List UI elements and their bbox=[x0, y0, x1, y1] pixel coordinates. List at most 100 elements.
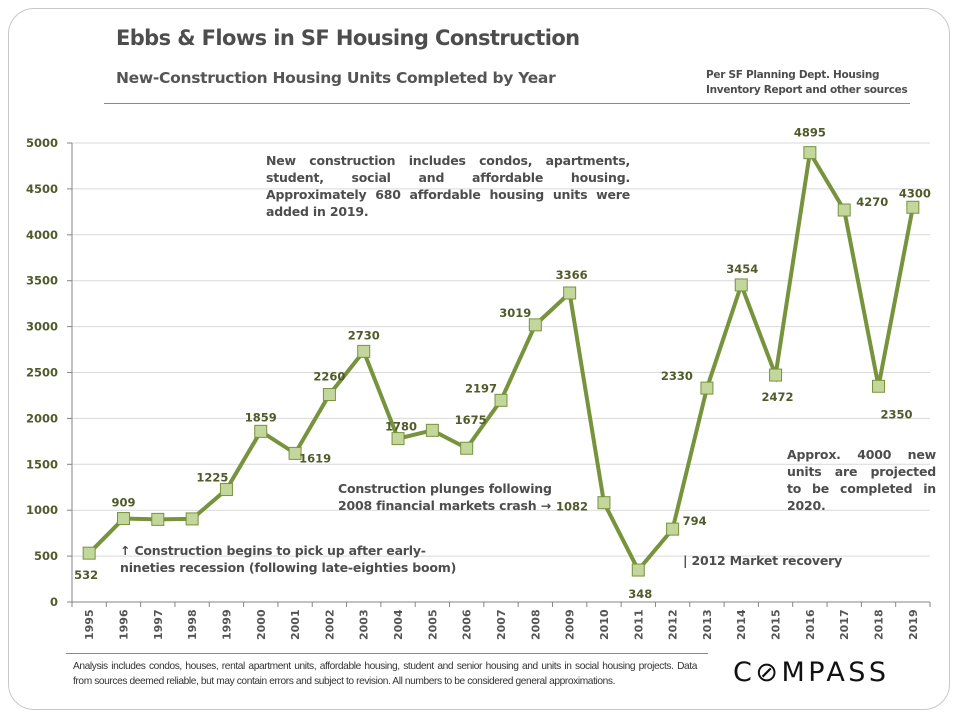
data-point-marker bbox=[288, 446, 302, 460]
data-point-marker bbox=[254, 424, 268, 438]
x-tick-label: 2000 bbox=[255, 609, 268, 640]
data-label: 1859 bbox=[245, 410, 277, 424]
y-tick-label: 1500 bbox=[26, 457, 58, 471]
gridlines bbox=[72, 142, 930, 557]
x-tick-label: 2008 bbox=[529, 609, 542, 640]
y-tick-label: 0 bbox=[50, 595, 58, 609]
header-divider bbox=[104, 103, 910, 104]
chart-subtitle: New-Construction Housing Units Completed… bbox=[116, 69, 556, 87]
chart-title: Ebbs & Flows in SF Housing Construction bbox=[116, 26, 580, 50]
data-label: 3366 bbox=[556, 268, 588, 282]
data-point-marker bbox=[803, 146, 817, 160]
data-label: 2730 bbox=[348, 328, 380, 342]
axes bbox=[71, 143, 930, 603]
y-tick-label: 5000 bbox=[26, 136, 58, 150]
data-label: 1675 bbox=[455, 413, 487, 427]
data-point-marker bbox=[906, 200, 920, 214]
data-label: 794 bbox=[683, 514, 707, 528]
x-tick-label: 1998 bbox=[186, 609, 199, 640]
recovery-annotation: | 2012 Market recovery bbox=[683, 553, 843, 568]
data-point-marker bbox=[872, 379, 886, 393]
data-point-marker bbox=[322, 388, 336, 402]
y-axis-ticks: 0 500 1000 1500 2000 2500 3000 3500 4000 4500 5000 bbox=[26, 136, 72, 609]
data-point-marker bbox=[734, 278, 748, 292]
data-label: 2350 bbox=[881, 407, 913, 421]
series-markers bbox=[82, 146, 920, 577]
crash-annotation: Construction plunges following 2008 fina… bbox=[338, 480, 578, 514]
crash-line-1: Construction plunges following bbox=[338, 481, 552, 496]
data-label: 2260 bbox=[313, 370, 345, 384]
data-label: 348 bbox=[628, 587, 652, 601]
x-tick-label: 2014 bbox=[735, 609, 748, 640]
data-point-marker bbox=[597, 496, 611, 510]
data-label: 1619 bbox=[299, 451, 331, 465]
x-tick-label: 2009 bbox=[564, 609, 577, 640]
data-point-marker bbox=[391, 432, 405, 446]
data-point-marker bbox=[494, 393, 508, 407]
y-tick-label: 2000 bbox=[26, 411, 58, 425]
data-point-marker bbox=[425, 423, 439, 437]
arrow-up-icon: ↑ bbox=[120, 543, 131, 558]
y-tick-label: 3000 bbox=[26, 320, 58, 334]
x-tick-label: 2010 bbox=[598, 609, 611, 640]
projection-annotation: Approx. 4000 new units are projected to … bbox=[787, 447, 936, 513]
x-tick-label: 2018 bbox=[873, 609, 886, 640]
data-label: 2472 bbox=[762, 390, 794, 404]
early-nineties-text: Construction begins to pick up after ear… bbox=[120, 543, 457, 575]
crash-line-2: 2008 financial markets crash → bbox=[338, 498, 551, 513]
data-point-marker bbox=[563, 286, 577, 300]
data-point-marker bbox=[219, 483, 233, 497]
data-point-marker bbox=[82, 546, 96, 560]
x-tick-label: 2012 bbox=[667, 609, 680, 640]
data-label: 4895 bbox=[794, 126, 826, 140]
data-label: 3019 bbox=[499, 306, 531, 320]
data-point-marker bbox=[151, 512, 165, 526]
data-label: 1225 bbox=[196, 471, 228, 485]
data-label: 4270 bbox=[856, 195, 888, 209]
data-point-marker bbox=[700, 381, 714, 395]
data-point-marker bbox=[631, 563, 645, 577]
slide-frame bbox=[8, 8, 950, 710]
y-tick-label: 3500 bbox=[26, 274, 58, 288]
compass-logo: C⊘MPASS bbox=[733, 657, 890, 688]
data-point-marker bbox=[666, 522, 680, 536]
y-tick-label: 2500 bbox=[26, 366, 58, 380]
top-annotation: New construction includes condos, apartm… bbox=[266, 153, 630, 219]
y-tick-label: 500 bbox=[34, 549, 58, 563]
footer-divider bbox=[66, 653, 708, 654]
x-tick-label: 1999 bbox=[220, 609, 233, 640]
early-nineties-annotation: ↑ Construction begins to pick up after e… bbox=[120, 542, 460, 576]
data-point-marker bbox=[528, 318, 542, 332]
data-label: 2197 bbox=[465, 381, 497, 395]
data-label: 2330 bbox=[661, 369, 693, 383]
x-tick-label: 2007 bbox=[495, 609, 508, 640]
data-point-marker bbox=[837, 203, 851, 217]
x-tick-label: 1995 bbox=[83, 609, 96, 640]
x-tick-label: 2017 bbox=[838, 609, 851, 640]
x-tick-label: 2019 bbox=[907, 609, 920, 640]
x-tick-label: 2015 bbox=[770, 609, 783, 640]
data-label: 1780 bbox=[385, 420, 417, 434]
x-tick-label: 2011 bbox=[632, 609, 645, 640]
source-line-2: Inventory Report and other sources bbox=[706, 84, 908, 96]
y-tick-label: 4000 bbox=[26, 228, 58, 242]
x-tick-label: 2005 bbox=[426, 609, 439, 640]
data-labels: 532 909 1225 1859 1619 2260 2730 1780 1675 2197 30… bbox=[74, 126, 931, 601]
data-label: 4300 bbox=[899, 186, 931, 200]
source-line-1: Per SF Planning Dept. Housing bbox=[706, 69, 880, 81]
x-tick-label: 2002 bbox=[323, 609, 336, 640]
x-axis-ticks: 1995 1996 1997 1998 1999 2000 2001 2002 2003 2004… bbox=[71, 602, 931, 640]
data-point-marker bbox=[460, 441, 474, 455]
x-tick-label: 2003 bbox=[358, 609, 371, 640]
x-tick-label: 2004 bbox=[392, 609, 405, 640]
x-tick-label: 2016 bbox=[804, 609, 817, 640]
x-tick-label: 2006 bbox=[461, 609, 474, 640]
data-label: 3454 bbox=[726, 262, 758, 276]
y-tick-label: 4500 bbox=[26, 182, 58, 196]
data-point-marker bbox=[357, 344, 371, 358]
data-label: 532 bbox=[74, 568, 98, 582]
data-label: 1082 bbox=[556, 500, 588, 514]
source-note: Per SF Planning Dept. Housing Inventory … bbox=[706, 68, 908, 98]
x-tick-label: 2013 bbox=[701, 609, 714, 640]
